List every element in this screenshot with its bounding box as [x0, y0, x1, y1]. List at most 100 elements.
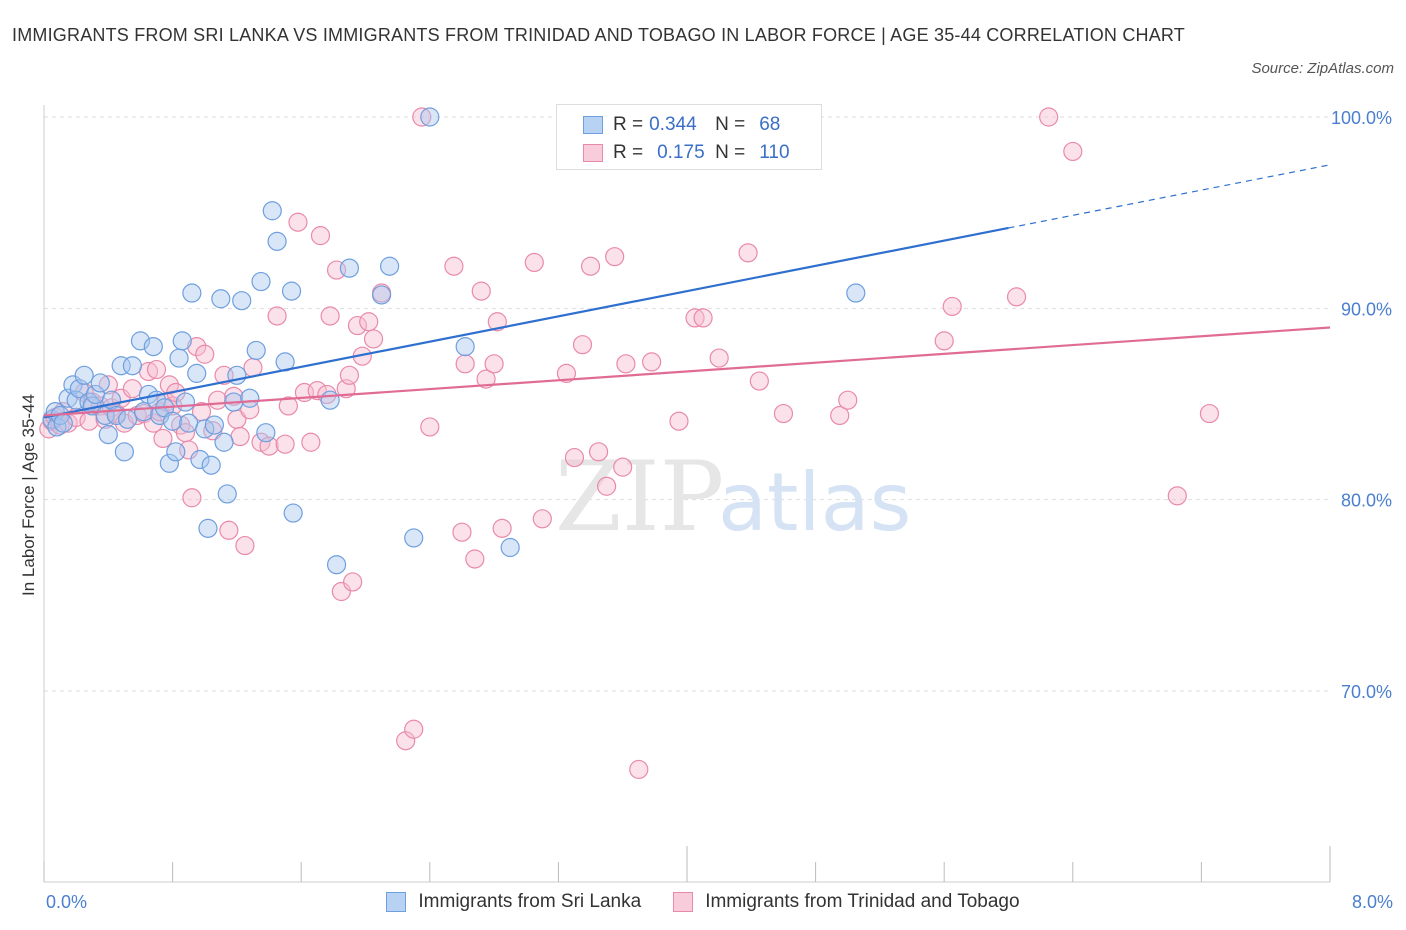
trinidad-point: [749, 371, 769, 391]
trinidad-point: [195, 344, 215, 364]
srilanka-point: [320, 390, 340, 410]
y-tick-label: 80.0%: [1341, 491, 1392, 511]
trinidad-point: [182, 488, 202, 508]
watermark: ZIP atlas: [555, 441, 911, 553]
legend-item-srilanka[interactable]: Immigrants from Sri Lanka: [386, 891, 641, 913]
trinidad-point: [267, 306, 287, 326]
trinidad-point: [396, 731, 416, 751]
trinidad-point: [942, 296, 962, 317]
trinidad-point: [235, 535, 255, 556]
srilanka-point: [159, 453, 179, 473]
srilanka-point: [90, 373, 110, 393]
srilanka-point: [117, 409, 138, 429]
trinidad-point: [588, 442, 609, 462]
trinidad-point: [616, 354, 636, 374]
trinidad-point: [243, 358, 263, 378]
srilanka-point: [371, 285, 392, 305]
srilanka-point: [195, 419, 215, 439]
srilanka-point: [404, 528, 424, 548]
legend-swatch-blue: [386, 892, 407, 912]
srilanka-point: [187, 363, 207, 383]
correlation-legend: R = 0.344 N = 68 R = 0.175 N = 110: [556, 104, 822, 170]
trinidad-point: [320, 306, 340, 326]
trinidad-point: [1006, 287, 1027, 307]
srilanka-trend-extension: [1008, 164, 1331, 229]
srilanka-point: [198, 518, 218, 538]
srilanka-point: [172, 331, 192, 351]
srilanka-point: [169, 348, 189, 368]
srilanka-point: [190, 449, 210, 470]
watermark-atlas: atlas: [718, 456, 911, 549]
srilanka-point: [122, 356, 143, 376]
trinidad-point: [1167, 486, 1187, 506]
trinidad-point: [1063, 141, 1083, 162]
trinidad-point: [934, 331, 954, 351]
srilanka-point: [74, 365, 94, 385]
trinidad-point: [830, 405, 850, 426]
srilanka-point: [114, 442, 134, 462]
trinidad-point: [301, 432, 321, 452]
srilanka-point: [256, 423, 276, 443]
trinidad-point: [343, 572, 363, 592]
trinidad-point: [310, 226, 331, 246]
legend-item-trinidad[interactable]: Immigrants from Trinidad and Tobago: [673, 891, 1020, 913]
legend-label-trinidad: Immigrants from Trinidad and Tobago: [705, 891, 1020, 912]
trinidad-point: [564, 447, 585, 468]
trinidad-point: [1199, 403, 1220, 424]
source-label: Source: ZipAtlas.com: [1251, 60, 1394, 77]
srilanka-point: [166, 442, 186, 462]
trinidad-point: [642, 352, 662, 372]
y-tick-label: 100.0%: [1331, 108, 1392, 128]
trinidad-point: [307, 381, 327, 401]
x-tick-label: 8.0%: [1352, 892, 1393, 912]
trinidad-point: [838, 390, 858, 410]
srilanka-point: [175, 392, 196, 412]
trinidad-point: [484, 354, 504, 374]
y-axis-title: In Labor Force | Age 35-44: [19, 394, 38, 596]
trinidad-point: [420, 417, 440, 437]
trinidad-point: [275, 434, 295, 454]
srilanka-trend-line: [43, 226, 1009, 419]
trinidad-point: [278, 396, 298, 416]
trinidad-point: [1039, 107, 1059, 127]
y-tick-label: 90.0%: [1341, 299, 1392, 319]
legend-label-srilanka: Immigrants from Sri Lanka: [418, 891, 642, 912]
srilanka-point: [182, 283, 202, 303]
trinidad-point: [465, 549, 485, 569]
trinidad-point: [146, 359, 167, 380]
srilanka-point: [232, 291, 252, 311]
trinidad-point: [580, 256, 601, 276]
trinidad-point: [532, 509, 552, 529]
n-value: 68: [759, 114, 781, 135]
srilanka-point: [500, 537, 520, 558]
r-label: R =: [613, 142, 644, 163]
x-tick-label: 0.0%: [46, 892, 87, 912]
srilanka-point: [214, 432, 234, 452]
srilanka-point: [420, 107, 440, 127]
srilanka-point: [455, 337, 475, 357]
axis-labels: 70.0% 80.0% 90.0% 100.0% 0.0% 8.0%: [46, 108, 1393, 912]
trinidad-point: [230, 426, 250, 447]
srilanka-point: [262, 201, 282, 221]
srilanka-point: [163, 411, 183, 431]
trinidad-point: [359, 312, 379, 332]
srilanka-point: [111, 356, 131, 376]
srilanka-point: [204, 415, 224, 435]
trinidad-point: [487, 312, 507, 332]
trinidad-point: [492, 518, 512, 538]
srilanka-point: [246, 340, 266, 361]
trinidad-point: [404, 719, 424, 739]
trinidad-point: [738, 243, 758, 263]
legend-swatch-pink: [583, 144, 603, 162]
srilanka-point: [143, 337, 163, 357]
srilanka-point: [267, 231, 287, 251]
trinidad-point: [605, 247, 625, 267]
legend-row-trinidad: R = 0.175 N = 110: [583, 141, 790, 165]
srilanka-point: [339, 258, 360, 278]
chart-title: IMMIGRANTS FROM SRI LANKA VS IMMIGRANTS …: [12, 25, 1185, 45]
r-value: 0.344: [649, 114, 697, 135]
trinidad-point: [224, 386, 244, 406]
srilanka-point: [201, 455, 221, 475]
trinidad-point: [613, 457, 633, 477]
